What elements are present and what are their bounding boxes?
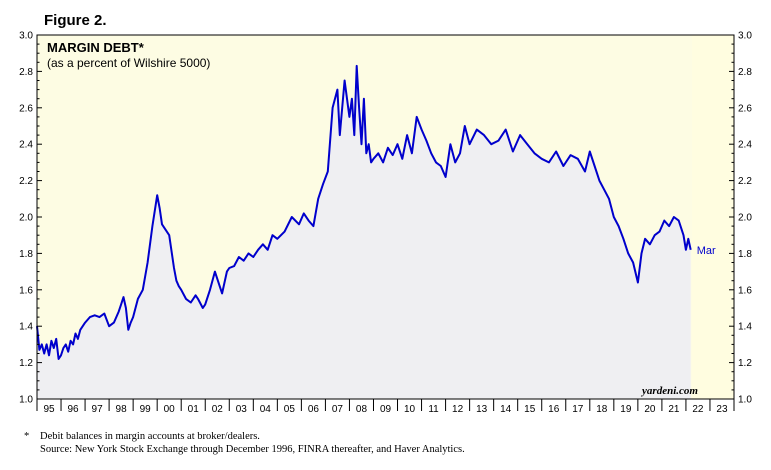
chart-title: MARGIN DEBT* bbox=[47, 40, 145, 55]
watermark: yardeni.com bbox=[640, 385, 698, 397]
y-tick-label-left: 1.0 bbox=[19, 395, 33, 406]
x-tick-label: 97 bbox=[92, 404, 104, 415]
series-area bbox=[37, 65, 691, 400]
x-tick-label: 13 bbox=[476, 404, 488, 415]
x-tick-label: 95 bbox=[43, 404, 55, 415]
x-tick-label: 11 bbox=[428, 404, 439, 415]
series-line bbox=[36, 64, 692, 360]
x-tick-label: 18 bbox=[596, 404, 608, 415]
chart-subtitle: (as a percent of Wilshire 5000) bbox=[47, 56, 210, 70]
y-tick-label-left: 2.2 bbox=[19, 176, 33, 187]
x-tick-label: 02 bbox=[212, 404, 224, 415]
y-tick-label-right: 2.8 bbox=[738, 67, 752, 78]
y-tick-label-right: 1.0 bbox=[738, 395, 752, 406]
last-point-label: Mar bbox=[697, 245, 716, 257]
y-tick-label-right: 2.4 bbox=[738, 140, 752, 151]
x-tick-label: 01 bbox=[188, 404, 200, 415]
x-tick-label: 06 bbox=[308, 404, 320, 415]
x-tick-label: 16 bbox=[548, 404, 560, 415]
y-tick-label-left: 1.4 bbox=[19, 322, 33, 333]
x-tick-label: 08 bbox=[356, 404, 368, 415]
y-tick-label-right: 2.0 bbox=[738, 213, 752, 224]
x-tick-label: 07 bbox=[332, 404, 344, 415]
figure-label: Figure 2. bbox=[44, 12, 107, 29]
x-tick-label: 99 bbox=[140, 404, 152, 415]
y-tick-label-right: 2.2 bbox=[738, 176, 752, 187]
footnote-mark: * bbox=[24, 431, 30, 442]
x-tick-label: 09 bbox=[380, 404, 392, 415]
y-tick-label-right: 1.6 bbox=[738, 285, 752, 296]
footnote-line-1: Debit balances in margin accounts at bro… bbox=[40, 431, 260, 442]
x-tick-label: 03 bbox=[236, 404, 248, 415]
x-tick-label: 20 bbox=[644, 404, 656, 415]
x-tick-label: 14 bbox=[500, 404, 512, 415]
forecast-shade bbox=[691, 35, 734, 399]
y-tick-label-left: 1.2 bbox=[19, 358, 33, 369]
x-tick-label: 10 bbox=[404, 404, 416, 415]
y-tick-label-right: 2.6 bbox=[738, 103, 752, 114]
x-tick-label: 21 bbox=[668, 404, 680, 415]
y-tick-label-left: 2.8 bbox=[19, 67, 33, 78]
x-tick-label: 04 bbox=[260, 404, 272, 415]
x-tick-label: 23 bbox=[716, 404, 728, 415]
footnote: * Debit balances in margin accounts at b… bbox=[24, 430, 465, 456]
x-tick-label: 22 bbox=[692, 404, 704, 415]
footnote-line-2: Source: New York Stock Exchange through … bbox=[40, 444, 465, 455]
x-tick-label: 17 bbox=[572, 404, 584, 415]
y-tick-label-left: 2.0 bbox=[19, 213, 33, 224]
y-tick-label-left: 2.6 bbox=[19, 103, 33, 114]
y-tick-label-left: 2.4 bbox=[19, 140, 33, 151]
x-tick-label: 00 bbox=[164, 404, 176, 415]
y-tick-label-left: 3.0 bbox=[19, 31, 33, 42]
x-tick-label: 15 bbox=[524, 404, 536, 415]
x-tick-label: 98 bbox=[116, 404, 128, 415]
y-tick-label-left: 1.6 bbox=[19, 285, 33, 296]
x-tick-label: 12 bbox=[452, 404, 464, 415]
y-tick-label-right: 1.2 bbox=[738, 358, 752, 369]
x-tick-label: 05 bbox=[284, 404, 296, 415]
x-tick-label: 19 bbox=[620, 404, 632, 415]
x-tick-label: 96 bbox=[67, 404, 79, 415]
y-tick-label-left: 1.8 bbox=[19, 249, 33, 260]
y-tick-label-right: 1.4 bbox=[738, 322, 752, 333]
y-tick-label-right: 3.0 bbox=[738, 31, 752, 42]
y-tick-label-right: 1.8 bbox=[738, 249, 752, 260]
